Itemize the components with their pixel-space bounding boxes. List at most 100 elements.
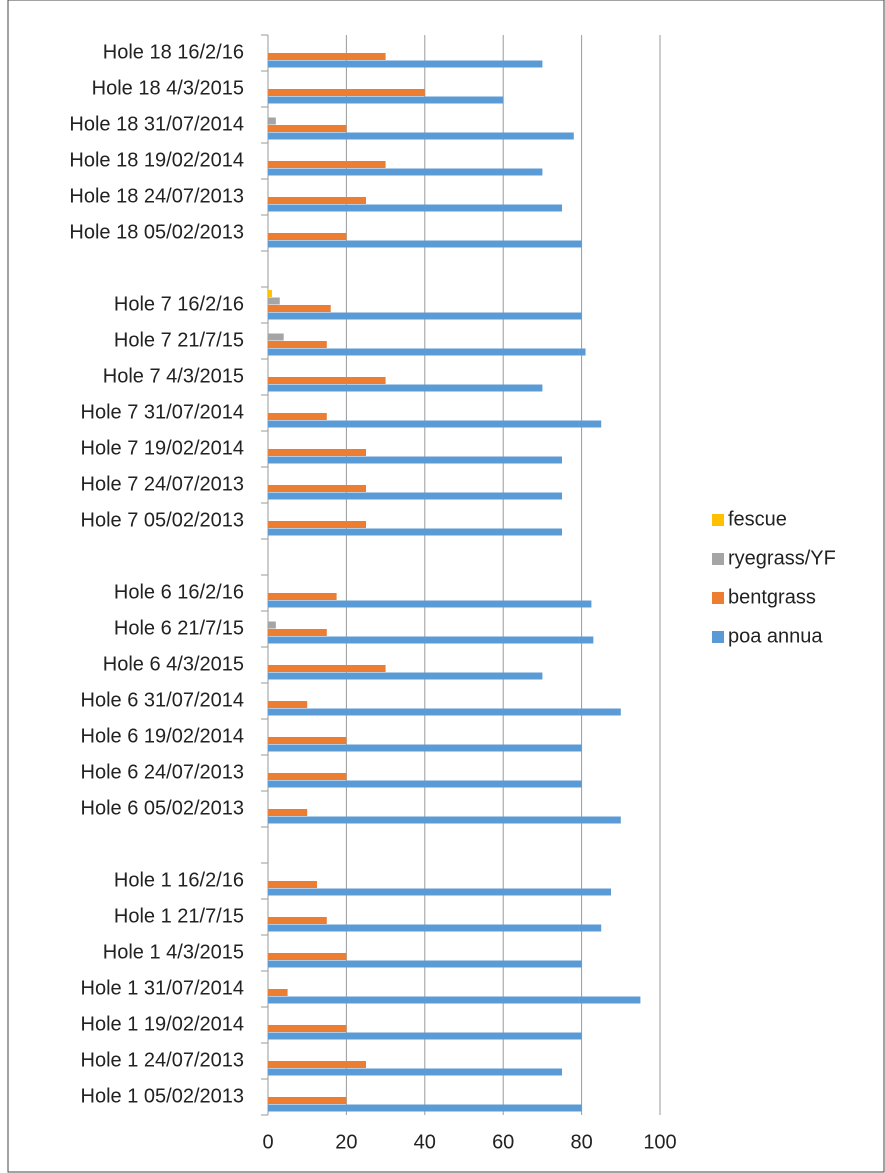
y-tick-label: Hole 6 19/02/2014 xyxy=(81,725,244,747)
bar xyxy=(268,240,582,248)
bar xyxy=(268,96,504,104)
bar xyxy=(268,773,347,780)
bar xyxy=(268,1032,582,1040)
bar xyxy=(268,989,288,996)
bar xyxy=(268,305,331,312)
y-tick-label: Hole 6 4/3/2015 xyxy=(103,653,244,675)
bar xyxy=(268,290,272,297)
legend-swatch xyxy=(712,514,724,526)
bar xyxy=(268,521,366,528)
y-tick-label: Hole 6 16/2/16 xyxy=(114,581,244,603)
y-tick-label: Hole 18 31/07/2014 xyxy=(69,113,244,135)
bar xyxy=(268,204,562,212)
bar xyxy=(268,161,386,168)
bar xyxy=(268,312,582,320)
bar xyxy=(268,413,327,420)
y-tick-label: Hole 18 05/02/2013 xyxy=(69,221,244,243)
y-tick-label: Hole 7 31/07/2014 xyxy=(81,401,244,423)
bar xyxy=(268,117,276,125)
bar xyxy=(268,348,586,356)
bar xyxy=(268,600,592,608)
bar xyxy=(268,53,386,60)
y-tick-label: Hole 1 4/3/2015 xyxy=(103,941,244,963)
bar xyxy=(268,780,582,788)
bar xyxy=(268,953,347,960)
bar xyxy=(268,132,574,140)
y-tick-label: Hole 7 4/3/2015 xyxy=(103,365,244,387)
bar xyxy=(268,1061,366,1068)
y-tick-label: Hole 7 16/2/16 xyxy=(114,293,244,315)
bar xyxy=(268,881,317,888)
bar xyxy=(268,377,386,384)
y-tick-label: Hole 1 21/7/15 xyxy=(114,905,244,927)
bar xyxy=(268,737,347,744)
y-tick-label: Hole 18 19/02/2014 xyxy=(69,149,244,171)
bar xyxy=(268,1068,562,1076)
y-tick-label: Hole 18 24/07/2013 xyxy=(69,185,244,207)
bar xyxy=(268,89,425,96)
bar xyxy=(268,420,602,428)
legend-label: poa annua xyxy=(728,625,823,647)
bar xyxy=(268,701,308,708)
y-tick-label: Hole 1 16/2/16 xyxy=(114,869,244,891)
legend-swatch xyxy=(712,631,724,643)
legend-label: ryegrass/YF xyxy=(728,547,836,569)
y-tick-label: Hole 7 05/02/2013 xyxy=(81,509,244,531)
x-tick-label: 100 xyxy=(643,1131,676,1153)
bar xyxy=(268,629,327,636)
legend-label: bentgrass xyxy=(728,586,816,608)
bar xyxy=(268,809,308,816)
bar xyxy=(268,924,602,932)
y-tick-label: Hole 6 31/07/2014 xyxy=(81,689,244,711)
bar xyxy=(268,636,594,644)
bar xyxy=(268,960,582,968)
x-tick-label: 0 xyxy=(262,1131,273,1153)
bar xyxy=(268,492,562,500)
y-tick-label: Hole 7 19/02/2014 xyxy=(81,437,244,459)
bar xyxy=(268,485,366,492)
bar xyxy=(268,233,347,240)
bar xyxy=(268,456,562,464)
y-tick-label: Hole 7 24/07/2013 xyxy=(81,473,244,495)
frame xyxy=(7,0,885,1173)
bar xyxy=(268,449,366,456)
x-tick-label: 40 xyxy=(414,1131,436,1153)
y-tick-label: Hole 6 05/02/2013 xyxy=(81,797,244,819)
bar xyxy=(268,665,386,672)
bar xyxy=(268,168,543,176)
y-tick-label: Hole 6 24/07/2013 xyxy=(81,761,244,783)
bar xyxy=(268,60,543,68)
bar xyxy=(268,708,621,716)
bar xyxy=(268,744,582,752)
bar xyxy=(268,197,366,204)
bar xyxy=(268,341,327,348)
x-tick-label: 60 xyxy=(492,1131,514,1153)
bar xyxy=(268,125,347,132)
bar xyxy=(268,816,621,824)
bar xyxy=(268,621,276,629)
legend-swatch xyxy=(712,553,724,565)
bar xyxy=(268,297,280,305)
y-tick-label: Hole 6 21/7/15 xyxy=(114,617,244,639)
bar xyxy=(268,1104,582,1112)
y-tick-label: Hole 1 19/02/2014 xyxy=(81,1013,244,1035)
bar xyxy=(268,996,641,1004)
y-tick-label: Hole 18 4/3/2015 xyxy=(92,77,244,99)
bar xyxy=(268,1025,347,1032)
x-tick-label: 80 xyxy=(570,1131,592,1153)
bar xyxy=(268,1097,347,1104)
bar xyxy=(268,528,562,536)
y-tick-label: Hole 1 24/07/2013 xyxy=(81,1049,244,1071)
bar xyxy=(268,917,327,924)
x-tick-label: 20 xyxy=(335,1131,357,1153)
y-tick-label: Hole 7 21/7/15 xyxy=(114,329,244,351)
bar xyxy=(268,333,284,341)
bar xyxy=(268,888,611,896)
y-tick-label: Hole 1 05/02/2013 xyxy=(81,1085,244,1107)
y-tick-label: Hole 1 31/07/2014 xyxy=(81,977,244,999)
y-tick-label: Hole 18 16/2/16 xyxy=(103,41,244,63)
legend-swatch xyxy=(712,592,724,604)
legend-label: fescue xyxy=(728,508,787,530)
bar xyxy=(268,672,543,680)
